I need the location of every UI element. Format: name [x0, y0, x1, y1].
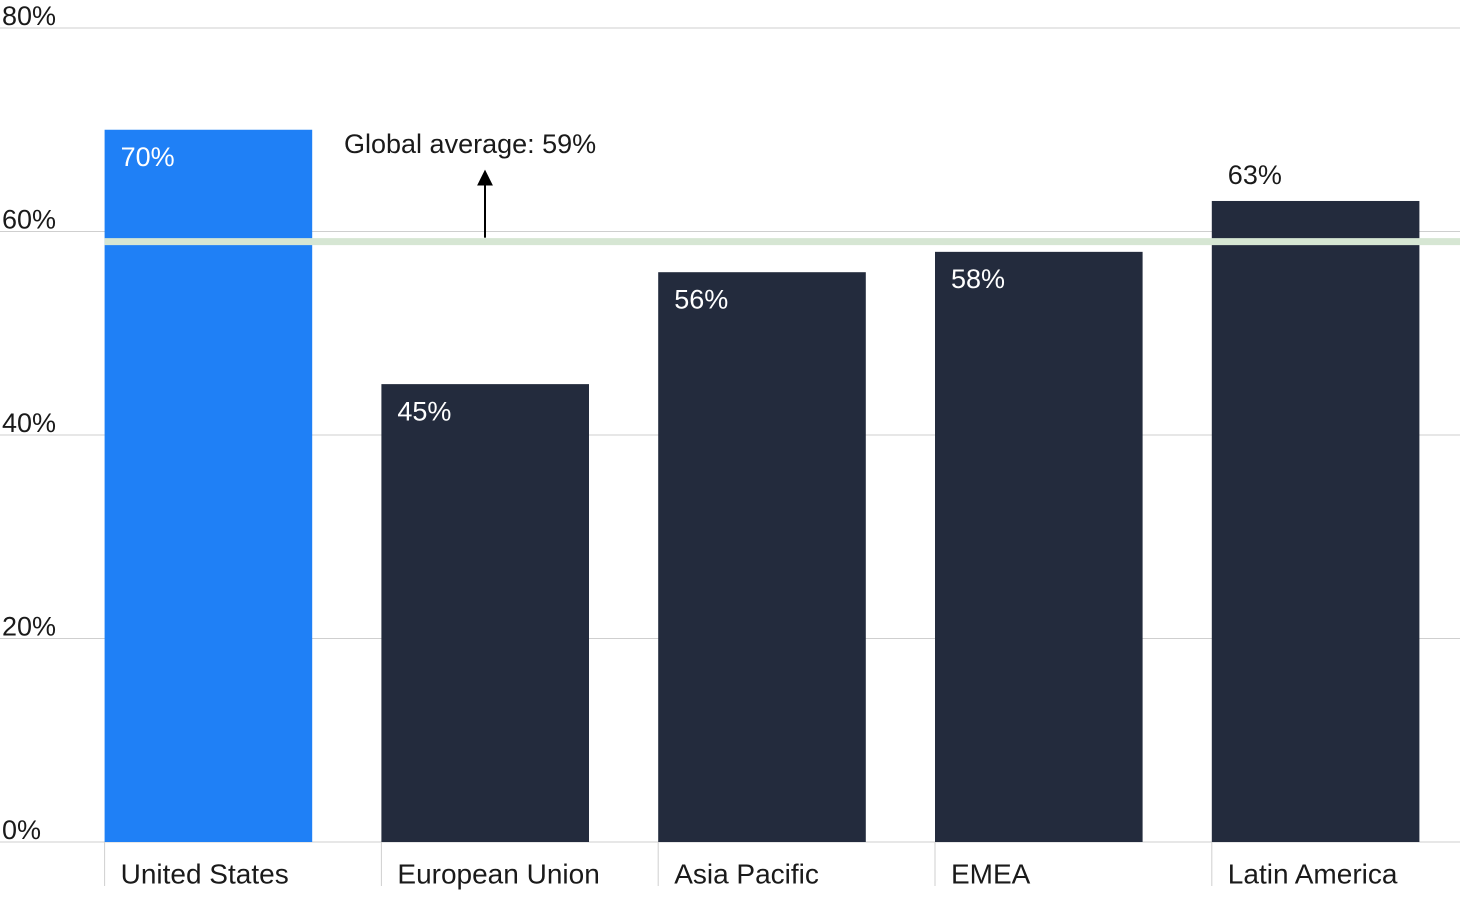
x-tick-label: Asia Pacific [674, 858, 819, 889]
bar [658, 272, 866, 842]
value-label: 45% [397, 396, 451, 426]
x-tick-label: Latin America [1228, 858, 1398, 889]
value-label: 58% [951, 264, 1005, 294]
x-tick-label: European Union [397, 858, 599, 889]
value-label: 70% [121, 142, 175, 172]
bar [381, 384, 589, 842]
value-label: 63% [1228, 160, 1282, 190]
x-tick-label: EMEA [951, 858, 1031, 889]
bar [935, 251, 1143, 843]
bar [104, 129, 313, 842]
reference-label: Global average: 59% [344, 129, 596, 159]
y-tick-label: 60% [2, 205, 56, 235]
y-tick-label: 20% [2, 612, 56, 642]
y-tick-label: 80% [2, 1, 56, 31]
x-tick-label: United States [121, 858, 289, 889]
y-tick-label: 0% [2, 815, 41, 845]
value-label: 56% [674, 284, 728, 314]
y-tick-label: 40% [2, 408, 56, 438]
bar [1211, 200, 1420, 843]
